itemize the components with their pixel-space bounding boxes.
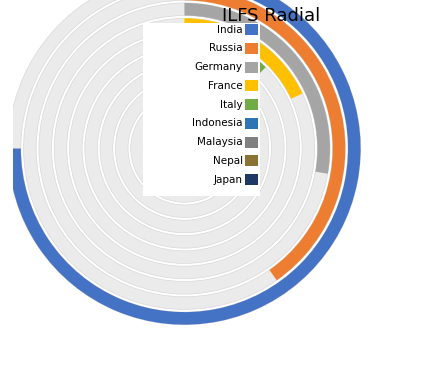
Bar [245, 24, 258, 35]
Text: India: India [217, 25, 243, 35]
Bar [245, 80, 258, 91]
Bar [245, 118, 258, 129]
Wedge shape [184, 64, 220, 83]
Wedge shape [85, 49, 284, 248]
Text: Russia: Russia [209, 43, 243, 54]
Wedge shape [23, 0, 345, 310]
Wedge shape [184, 34, 266, 76]
Wedge shape [184, 18, 302, 99]
Text: Japan: Japan [214, 175, 243, 185]
Wedge shape [8, 0, 360, 325]
Text: France: France [208, 81, 243, 91]
Wedge shape [184, 0, 345, 280]
Text: Nepal: Nepal [213, 156, 243, 166]
Wedge shape [54, 18, 315, 279]
Wedge shape [184, 95, 196, 108]
Bar [245, 99, 258, 110]
Wedge shape [8, 0, 360, 325]
Text: Germany: Germany [195, 62, 243, 72]
FancyBboxPatch shape [143, 23, 260, 196]
Text: Italy: Italy [220, 100, 243, 110]
Wedge shape [115, 80, 253, 218]
Bar [245, 136, 258, 148]
Bar [245, 174, 258, 185]
Wedge shape [131, 95, 238, 202]
Bar [245, 155, 258, 166]
Wedge shape [39, 3, 330, 294]
Bar [245, 62, 258, 73]
Wedge shape [184, 80, 206, 95]
Text: Malaysia: Malaysia [197, 137, 243, 147]
Wedge shape [184, 49, 242, 77]
Text: Indonesia: Indonesia [192, 118, 243, 129]
Text: ILFS Radial: ILFS Radial [222, 7, 320, 25]
Wedge shape [100, 64, 269, 233]
Wedge shape [184, 3, 330, 174]
Wedge shape [69, 34, 299, 264]
Bar [245, 43, 258, 54]
